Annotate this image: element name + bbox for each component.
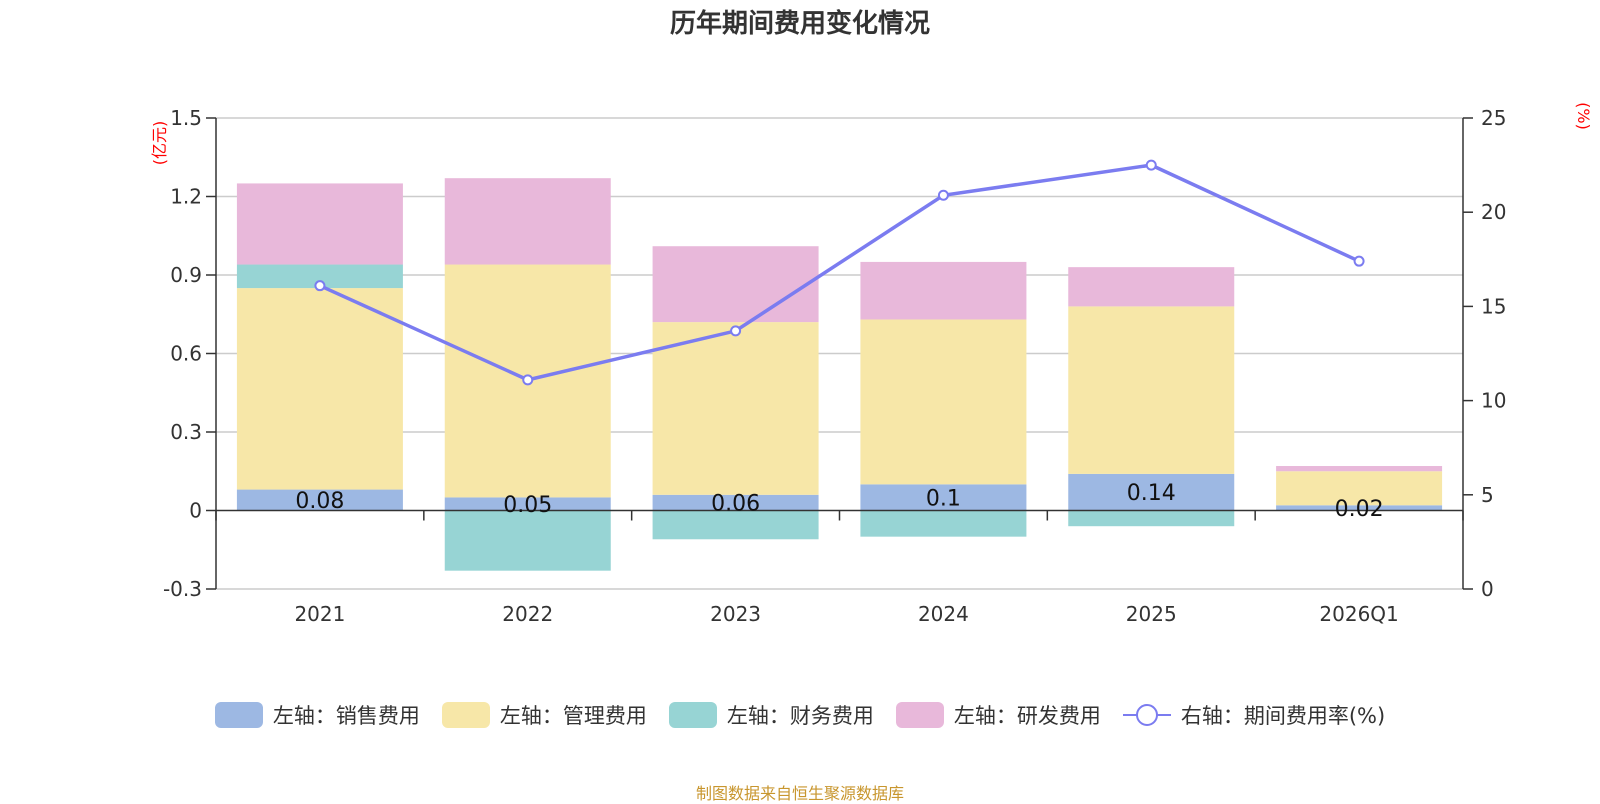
legend-item-finance[interactable]: 左轴：财务费用	[668, 700, 874, 730]
grid-lines	[216, 117, 1463, 590]
rate-point	[730, 325, 742, 337]
bars	[236, 178, 1443, 571]
bar-管理费用	[1276, 471, 1443, 506]
left-axis-tick-label: 0.9	[170, 263, 202, 287]
category-label: 2025	[1126, 602, 1177, 626]
bar-研发费用	[444, 178, 611, 265]
legend-label-rnd: 左轴：研发费用	[953, 704, 1101, 728]
axes: 1.5 1.2 0.9 0.6 0.3 0 -0.3 25 20 15 10 5 0 2021 2022 20…	[163, 106, 1506, 626]
legend-swatch-sales	[214, 702, 263, 728]
right-axis-tick-label: 15	[1481, 294, 1506, 318]
rate-point	[314, 280, 326, 292]
right-axis-tick-label: 5	[1481, 483, 1494, 507]
rate-point	[1145, 159, 1157, 171]
right-axis-tick-label: 25	[1481, 106, 1506, 130]
legend-swatch-admin	[441, 702, 490, 728]
category-label: 2026Q1	[1319, 602, 1398, 626]
bar-财务费用	[1068, 510, 1235, 527]
source-footer: 制图数据来自恒生聚源数据库	[695, 784, 904, 803]
rate-line	[314, 159, 1365, 386]
legend-label-rate: 右轴：期间费用率(%)	[1180, 704, 1386, 728]
legend-line-icon	[1122, 704, 1171, 726]
chart-title: 历年期间费用变化情况	[670, 8, 930, 39]
right-axis-unit: (%)	[1574, 102, 1593, 130]
left-axis-tick-label: 1.2	[170, 185, 202, 209]
left-axis-tick-label: -0.3	[163, 577, 202, 601]
category-label: 2021	[294, 602, 345, 626]
legend-label-sales: 左轴：销售费用	[272, 704, 420, 728]
bar-研发费用	[1276, 466, 1443, 472]
right-axis-tick-label: 10	[1481, 389, 1506, 413]
bar-财务费用	[652, 510, 819, 540]
bar-研发费用	[236, 183, 403, 265]
legend-item-rate[interactable]: 右轴：期间费用率(%)	[1122, 700, 1386, 730]
rate-line-path	[319, 163, 1360, 382]
data-label-sales: 0.1	[926, 486, 961, 511]
bar-销售费用	[444, 497, 611, 511]
left-axis-tick-label: 0.3	[170, 420, 202, 444]
bar-研发费用	[860, 261, 1027, 320]
legend: 左轴：销售费用 左轴：管理费用 左轴：财务费用 左轴：研发费用 右轴：期间费用率…	[0, 700, 1600, 730]
data-label-sales: 0.06	[711, 492, 760, 517]
bar-销售费用	[860, 484, 1027, 511]
bar-研发费用	[652, 246, 819, 323]
left-axis-unit: (亿元)	[150, 121, 169, 166]
bar-管理费用	[860, 319, 1027, 485]
bar-销售费用	[1068, 473, 1235, 511]
legend-label-finance: 左轴：财务费用	[726, 704, 874, 728]
right-axis-tick-label: 0	[1481, 577, 1494, 601]
legend-item-admin[interactable]: 左轴：管理费用	[441, 700, 647, 730]
legend-label-admin: 左轴：管理费用	[499, 704, 647, 728]
bar-财务费用	[860, 510, 1027, 537]
bar-销售费用	[236, 489, 403, 511]
left-axis-tick-label: 0.6	[170, 342, 202, 366]
rate-point	[937, 189, 949, 201]
bar-财务费用	[236, 264, 403, 289]
legend-item-sales[interactable]: 左轴：销售费用	[214, 700, 420, 730]
bar-研发费用	[1068, 267, 1235, 307]
rate-point	[1353, 255, 1365, 267]
bar-管理费用	[1068, 306, 1235, 474]
category-label: 2024	[918, 602, 969, 626]
right-axis-tick-label: 20	[1481, 200, 1506, 224]
left-axis-tick-label: 0	[189, 499, 202, 523]
bar-销售费用	[652, 494, 819, 511]
category-label: 2023	[710, 602, 761, 626]
category-label: 2022	[502, 602, 553, 626]
data-label-sales: 0.14	[1127, 481, 1176, 506]
data-labels: 0.08 0.05 0.06 0.1 0.14 0.02	[295, 481, 1383, 522]
data-label-sales: 0.05	[503, 493, 552, 518]
bar-管理费用	[652, 322, 819, 495]
bar-销售费用	[1276, 505, 1443, 511]
legend-swatch-rnd	[895, 702, 944, 728]
legend-item-rnd[interactable]: 左轴：研发费用	[895, 700, 1101, 730]
data-label-sales: 0.02	[1335, 497, 1384, 522]
data-label-sales: 0.08	[295, 489, 344, 514]
bar-管理费用	[236, 288, 403, 490]
bar-财务费用	[444, 510, 611, 571]
rate-point	[522, 374, 534, 386]
left-axis-tick-label: 1.5	[170, 106, 202, 130]
legend-swatch-finance	[668, 702, 717, 728]
